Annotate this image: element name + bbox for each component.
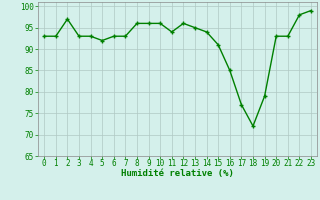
X-axis label: Humidité relative (%): Humidité relative (%): [121, 169, 234, 178]
